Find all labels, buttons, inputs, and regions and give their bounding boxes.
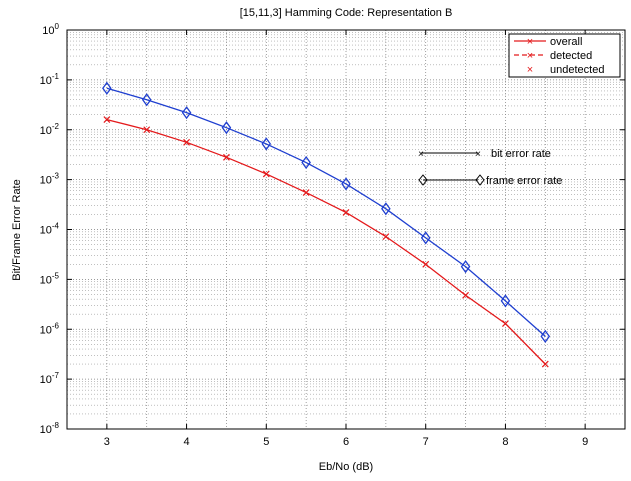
data-point-diamond xyxy=(381,202,391,216)
legend-entry-detected: × detected xyxy=(514,50,592,62)
data-point-x xyxy=(502,320,509,327)
annotations: × × bit error rate frame error rate xyxy=(418,148,562,187)
data-point-x xyxy=(462,291,469,299)
data-point-diamond xyxy=(460,260,471,274)
data-point-x xyxy=(541,360,549,368)
legend-detected-label: detected xyxy=(550,50,592,62)
data-point-diamond xyxy=(301,155,311,170)
x-tick-label: 9 xyxy=(582,436,588,448)
annotation-frame-marker-left xyxy=(418,174,428,186)
data-point-x xyxy=(382,233,390,241)
legend-detected-marker: × xyxy=(527,50,533,62)
legend-overall-label: overall xyxy=(550,36,582,48)
data-point-x xyxy=(143,126,151,134)
x-tick-label: 8 xyxy=(502,436,508,448)
y-tick-labels: 100 10-1 10-2 10-3 10-4 10-5 10-6 10-7 10-8 xyxy=(40,22,60,436)
annotation-bit-marker-right: × xyxy=(475,149,481,160)
y-tick-label: 10-5 xyxy=(40,271,60,286)
data-point-diamond xyxy=(221,121,232,135)
x-tick-label: 5 xyxy=(263,436,269,448)
x-tick-label: 3 xyxy=(104,436,110,448)
x-tick-labels: 3 4 5 6 7 8 9 xyxy=(104,436,588,448)
annotation-frame-error-rate: frame error rate xyxy=(418,174,562,187)
data-point-diamond xyxy=(540,329,551,343)
minor-grid xyxy=(67,31,625,415)
major-grid xyxy=(67,30,625,429)
data-point-x xyxy=(103,116,111,123)
annotation-frame-label: frame error rate xyxy=(486,175,562,187)
data-point-diamond xyxy=(500,294,511,308)
legend-entry-overall: × overall xyxy=(514,36,582,48)
annotation-bit-marker-left: × xyxy=(418,149,424,160)
data-point-x xyxy=(183,138,190,146)
data-point-diamond xyxy=(341,177,351,191)
x-axis-title: Eb/No (dB) xyxy=(319,461,373,473)
y-tick-label: 10-1 xyxy=(40,72,60,87)
data-point-diamond xyxy=(181,106,192,120)
series-layer xyxy=(102,81,551,368)
y-axis-title: Bit/Frame Error Rate xyxy=(11,179,23,280)
legend: × overall × detected × undetected xyxy=(508,33,621,78)
annotation-bit-error-rate: × × bit error rate xyxy=(418,148,551,160)
legend-overall-marker: × xyxy=(527,36,533,48)
data-point-x xyxy=(302,189,310,196)
series-line xyxy=(106,87,546,337)
chart-title: [15,11,3] Hamming Code: Representation B xyxy=(240,7,453,19)
data-point-x xyxy=(342,208,350,216)
annotation-bit-label: bit error rate xyxy=(491,148,551,160)
data-point-x xyxy=(422,260,430,268)
y-tick-label: 10-4 xyxy=(40,222,60,237)
x-tick-label: 7 xyxy=(423,436,429,448)
data-point-x xyxy=(262,170,270,178)
y-tick-label: 10-2 xyxy=(40,122,60,137)
y-tick-label: 10-7 xyxy=(40,371,60,386)
x-tick-label: 4 xyxy=(184,436,190,448)
data-point-diamond xyxy=(141,93,152,107)
series-bit-error-rate xyxy=(103,116,549,368)
series-frame-error-rate xyxy=(102,81,551,343)
data-point-diamond xyxy=(261,137,272,151)
legend-undetected-label: undetected xyxy=(550,64,604,76)
annotation-frame-marker-right xyxy=(475,174,485,186)
x-tick-label: 6 xyxy=(343,436,349,448)
series-line xyxy=(106,118,546,365)
y-tick-label: 10-3 xyxy=(40,172,60,187)
y-tick-label: 10-6 xyxy=(40,321,60,336)
legend-entry-undetected: × undetected xyxy=(527,64,605,76)
data-point-x xyxy=(223,153,230,161)
axis-ticks xyxy=(67,29,625,430)
y-tick-label: 10-8 xyxy=(40,421,60,436)
data-point-diamond xyxy=(420,231,431,245)
y-tick-label: 100 xyxy=(42,22,59,37)
legend-undetected-marker: × xyxy=(527,64,533,76)
data-point-diamond xyxy=(102,81,112,95)
